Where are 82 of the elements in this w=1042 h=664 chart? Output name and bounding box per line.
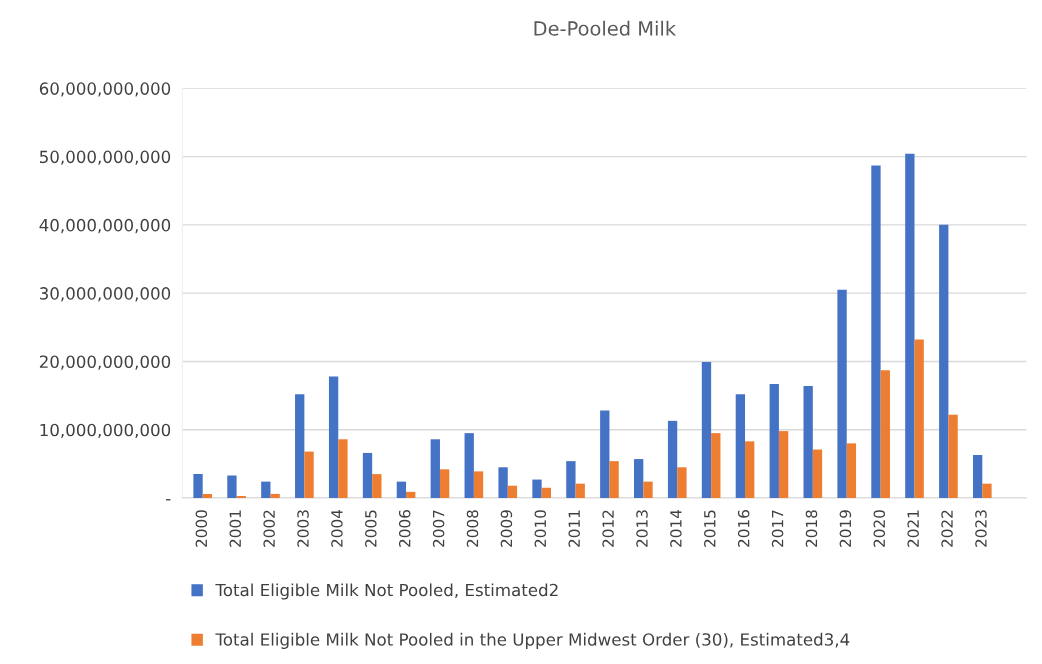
x-tick-label: 2017 [771, 510, 784, 547]
x-tick-label: 2009 [500, 510, 513, 547]
bar [609, 461, 619, 498]
x-tick-label: 2010 [534, 510, 547, 547]
x-tick-label: 2022 [941, 510, 953, 547]
x-tick-label: 2015 [704, 510, 716, 547]
bar [261, 481, 271, 498]
x-tick-label: 2012 [602, 510, 614, 547]
x-tick-label: 2008 [466, 510, 479, 547]
bar [735, 394, 746, 498]
y-tick-label: 60,000,000,000 [39, 82, 171, 97]
bar [507, 485, 518, 498]
bar [566, 461, 576, 498]
bar [304, 451, 314, 498]
bar [372, 474, 382, 498]
legend-label: Total Eligible Milk Not Pooled in the Upper Midwest Order (30), Estimated3,4 [215, 632, 850, 649]
legend-label: Total Eligible Milk Not Pooled, Estimated2 [215, 583, 558, 600]
x-tick-label: 2020 [873, 510, 886, 547]
y-tick-label: 30,000,000,000 [39, 287, 171, 302]
y-tick-label: 50,000,000,000 [39, 150, 171, 165]
bar [464, 433, 474, 498]
x-tick-label: 2021 [907, 510, 919, 547]
bar [982, 483, 992, 498]
y-tick-label: - [166, 499, 171, 501]
bar [406, 491, 416, 498]
x-tick-label: 2006 [398, 510, 411, 547]
bar [439, 469, 450, 498]
chart-title: De-Pooled Milk [534, 20, 677, 36]
bar [778, 431, 789, 498]
bar [634, 459, 644, 498]
bar [541, 487, 551, 498]
x-tick-label: 2014 [670, 509, 682, 547]
x-tick-label: 2005 [365, 510, 377, 547]
bar [972, 454, 983, 498]
bar [948, 414, 958, 498]
bar [871, 165, 881, 498]
bar [643, 481, 653, 498]
bar [803, 386, 813, 498]
bar [236, 495, 246, 498]
bar [939, 224, 949, 498]
x-tick-label: 2003 [297, 510, 309, 547]
bar [837, 289, 847, 498]
bar [600, 410, 610, 498]
bar [769, 383, 779, 498]
y-tick-label: 10,000,000,000 [40, 423, 171, 438]
bar [328, 376, 339, 498]
y-tick-label: 20,000,000,000 [39, 355, 171, 370]
bar [532, 479, 542, 498]
bar [202, 493, 213, 498]
x-tick-label: 2013 [636, 510, 648, 547]
x-tick-label: 2007 [432, 510, 445, 547]
bar [295, 394, 305, 498]
bar [193, 474, 203, 498]
x-tick-label: 2016 [737, 510, 750, 547]
bar [338, 439, 348, 498]
bar [270, 493, 280, 498]
x-tick-label: 2018 [805, 510, 818, 547]
bar [914, 339, 924, 498]
bar [473, 471, 484, 498]
x-tick-label: 2004 [331, 509, 343, 547]
bar [880, 370, 890, 498]
x-tick-label: 2001 [229, 510, 242, 547]
bar [905, 153, 915, 498]
bar [677, 467, 687, 498]
bar [362, 452, 373, 498]
bar [227, 475, 237, 498]
bar [812, 449, 823, 498]
bar [711, 433, 721, 498]
bar [846, 443, 857, 498]
bar [396, 481, 407, 498]
x-tick-label: 2011 [568, 510, 580, 547]
bar [667, 420, 678, 498]
x-tick-label: 2019 [839, 510, 852, 547]
bar [430, 439, 440, 498]
bar [575, 483, 585, 498]
y-tick-label: 40,000,000,000 [39, 218, 171, 234]
bar [498, 467, 508, 498]
x-tick-label: 2000 [195, 510, 208, 547]
x-tick-label: 2023 [975, 510, 987, 547]
x-tick-label: 2002 [263, 510, 275, 547]
bar [701, 362, 712, 498]
bar [745, 441, 755, 498]
